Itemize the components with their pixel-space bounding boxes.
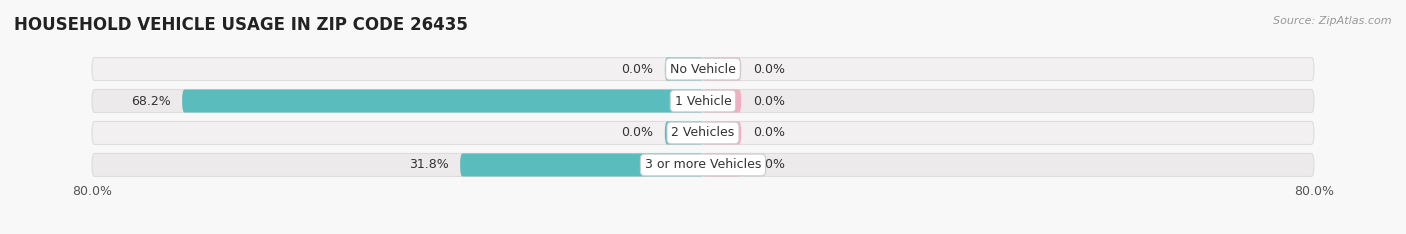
Text: 68.2%: 68.2% xyxy=(131,95,170,107)
Text: 0.0%: 0.0% xyxy=(752,158,785,172)
Text: HOUSEHOLD VEHICLE USAGE IN ZIP CODE 26435: HOUSEHOLD VEHICLE USAGE IN ZIP CODE 2643… xyxy=(14,16,468,34)
FancyBboxPatch shape xyxy=(91,90,1315,113)
FancyBboxPatch shape xyxy=(703,58,741,80)
FancyBboxPatch shape xyxy=(183,90,703,113)
FancyBboxPatch shape xyxy=(91,154,1315,176)
Text: 0.0%: 0.0% xyxy=(621,62,654,76)
Text: No Vehicle: No Vehicle xyxy=(671,62,735,76)
FancyBboxPatch shape xyxy=(665,58,703,80)
FancyBboxPatch shape xyxy=(703,121,741,144)
Text: 0.0%: 0.0% xyxy=(621,127,654,139)
Text: 0.0%: 0.0% xyxy=(752,127,785,139)
FancyBboxPatch shape xyxy=(703,154,741,176)
Text: 0.0%: 0.0% xyxy=(752,62,785,76)
Text: 31.8%: 31.8% xyxy=(409,158,449,172)
FancyBboxPatch shape xyxy=(460,154,703,176)
Text: 3 or more Vehicles: 3 or more Vehicles xyxy=(645,158,761,172)
FancyBboxPatch shape xyxy=(91,121,1315,144)
FancyBboxPatch shape xyxy=(665,121,703,144)
Text: 0.0%: 0.0% xyxy=(752,95,785,107)
FancyBboxPatch shape xyxy=(703,90,741,113)
FancyBboxPatch shape xyxy=(91,58,1315,80)
Text: Source: ZipAtlas.com: Source: ZipAtlas.com xyxy=(1274,16,1392,26)
Text: 1 Vehicle: 1 Vehicle xyxy=(675,95,731,107)
Text: 2 Vehicles: 2 Vehicles xyxy=(672,127,734,139)
